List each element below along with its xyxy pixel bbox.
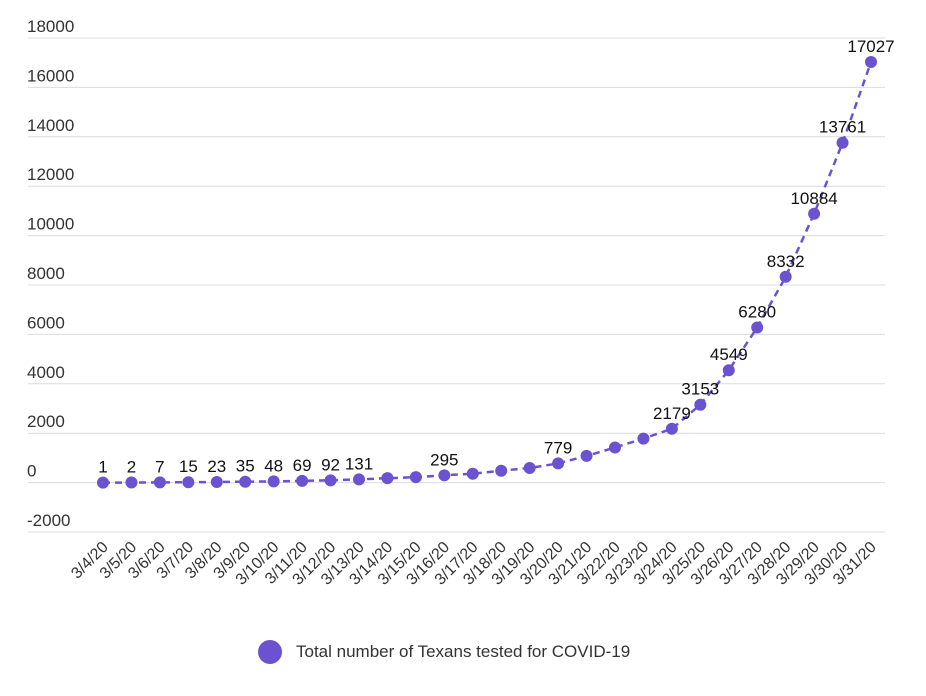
y-tick-label: 10000 [27, 215, 74, 234]
data-point [751, 321, 764, 334]
data-point [353, 473, 365, 486]
data-label: 92 [321, 455, 340, 474]
data-point [438, 469, 451, 482]
data-label: 295 [430, 450, 458, 469]
y-tick-label: 4000 [27, 363, 65, 382]
data-point [296, 474, 309, 487]
data-label: 1 [98, 458, 107, 477]
y-tick-label: 16000 [27, 66, 74, 85]
legend: Total number of Texans tested for COVID-… [258, 640, 630, 664]
data-point [665, 422, 678, 435]
data-label: 23 [207, 457, 226, 476]
legend-label: Total number of Texans tested for COVID-… [296, 642, 631, 661]
data-point [466, 467, 479, 480]
series-line-path [103, 61, 873, 484]
y-tick-label: 8000 [27, 264, 65, 283]
data-point [609, 441, 621, 454]
series-line [103, 61, 873, 484]
data-point [153, 476, 166, 489]
series-points [97, 56, 877, 489]
gridlines [28, 37, 885, 533]
y-tick-label: 18000 [27, 17, 74, 36]
data-point [722, 364, 735, 377]
y-tick-label: 12000 [27, 165, 74, 184]
data-point [523, 462, 536, 475]
data-point [267, 475, 280, 488]
data-point [808, 207, 821, 220]
data-label: 3153 [681, 380, 719, 399]
data-label: 17027 [847, 37, 894, 56]
y-tick-label: 6000 [27, 313, 65, 332]
data-label: 131 [345, 454, 373, 473]
data-point [409, 471, 422, 484]
y-axis-ticks: -2000 0 2000 4000 6000 8000 10000 12000 14000 160… [27, 17, 74, 530]
data-label: 48 [264, 456, 283, 475]
data-point [552, 457, 565, 470]
data-label: 6280 [738, 302, 776, 321]
data-labels: 1 2 7 15 23 35 48 69 92 131 295 779 2179 3153 4549 6280… [98, 37, 894, 477]
data-point [239, 475, 252, 488]
data-point [125, 476, 138, 489]
data-label: 35 [236, 457, 255, 476]
data-label: 10884 [790, 189, 837, 208]
data-label: 7 [155, 457, 164, 476]
data-point [836, 136, 849, 149]
data-point [97, 476, 109, 489]
data-point [580, 449, 593, 462]
data-point [495, 464, 508, 477]
legend-swatch-icon [258, 640, 282, 664]
data-point [210, 476, 223, 489]
data-point [182, 476, 195, 489]
data-label: 15 [179, 457, 198, 476]
y-tick-label: 2000 [27, 412, 65, 431]
y-tick-label: 0 [27, 462, 36, 481]
data-label: 13761 [819, 118, 866, 137]
y-tick-label: 14000 [27, 116, 74, 135]
data-point [381, 472, 394, 485]
data-point [865, 56, 877, 69]
data-label: 779 [544, 438, 572, 457]
data-label: 8332 [767, 252, 805, 271]
data-label: 69 [293, 456, 312, 475]
data-point [694, 398, 707, 411]
x-axis-ticks: 3/4/203/5/203/6/203/7/203/8/203/9/203/10… [68, 539, 880, 589]
y-tick-label: -2000 [27, 511, 70, 530]
data-point [637, 432, 650, 445]
data-label: 2179 [653, 404, 691, 423]
data-label: 4549 [710, 345, 748, 364]
data-label: 2 [127, 458, 136, 477]
data-point [779, 270, 792, 283]
data-point [324, 474, 337, 487]
